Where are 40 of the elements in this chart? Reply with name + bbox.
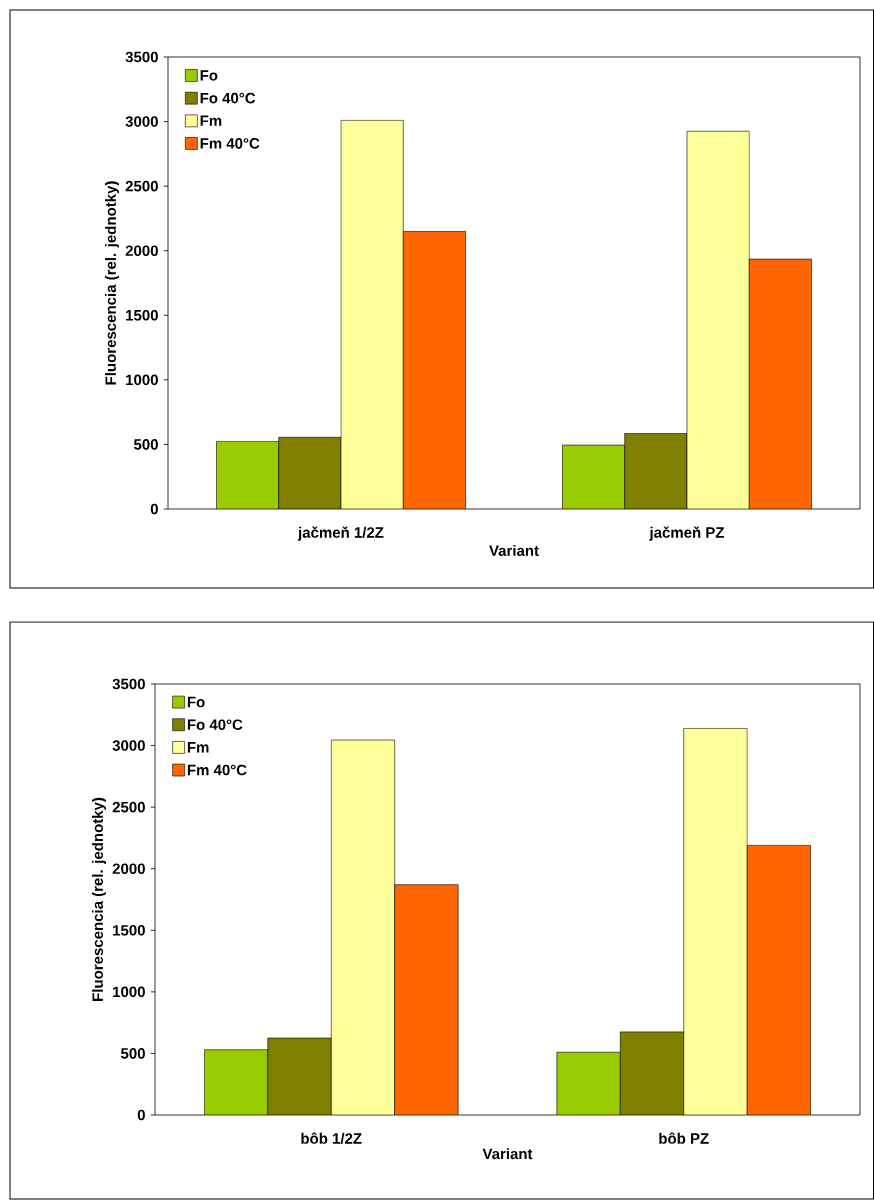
x-axis-title: Variant	[482, 1148, 533, 1160]
legend-label: Fm 40°C	[187, 764, 247, 776]
y-tick-label: 3000	[125, 116, 158, 127]
y-tick-label: 500	[120, 1048, 145, 1059]
x-tick-label: jačmeň 1/2Z	[297, 526, 384, 541]
y-tick-label: 1500	[113, 924, 145, 936]
y-tick-label: 0	[150, 503, 158, 515]
legend-label: Fm 40°C	[200, 138, 260, 149]
bar	[556, 1051, 621, 1115]
legend-label: Fm	[187, 742, 209, 753]
bar	[746, 845, 811, 1115]
y-tick-label: 2500	[112, 801, 145, 813]
x-tick-label: jačmeň PZ	[649, 526, 725, 541]
bar	[620, 1031, 685, 1115]
legend-label: Fo	[200, 70, 218, 81]
bar	[330, 739, 395, 1115]
legend-label: Fo 40°C	[200, 92, 256, 104]
y-tick-label: 0	[137, 1109, 145, 1121]
x-axis-title: Variant	[489, 544, 539, 556]
y-tick-label: 1500	[126, 309, 158, 321]
bar	[683, 728, 748, 1115]
y-tick-label: 3500	[125, 51, 158, 63]
legend-label: Fm	[200, 115, 222, 126]
y-axis-title: Fluorescencia (rel. jednotky)	[104, 181, 119, 385]
bar	[204, 1049, 269, 1115]
y-tick-label: 3000	[112, 740, 145, 751]
y-tick-label: 3500	[112, 678, 145, 690]
x-tick-label: bôb PZ	[659, 1132, 709, 1144]
y-axis-title: Fluorescencia (rel. jednotky)	[91, 797, 106, 1001]
y-tick-label: 2000	[125, 245, 158, 257]
y-tick-label: 2000	[112, 863, 145, 875]
legend-label: Fo 40°C	[187, 719, 243, 731]
y-tick-label: 500	[133, 439, 158, 450]
bar	[394, 884, 459, 1115]
bar	[267, 1037, 332, 1115]
y-tick-label: 1000	[126, 374, 158, 386]
y-tick-label: 2500	[125, 180, 158, 192]
legend-label: Fo	[187, 696, 205, 708]
x-tick-label: bôb 1/2Z	[301, 1132, 362, 1144]
y-tick-label: 1000	[113, 986, 145, 998]
